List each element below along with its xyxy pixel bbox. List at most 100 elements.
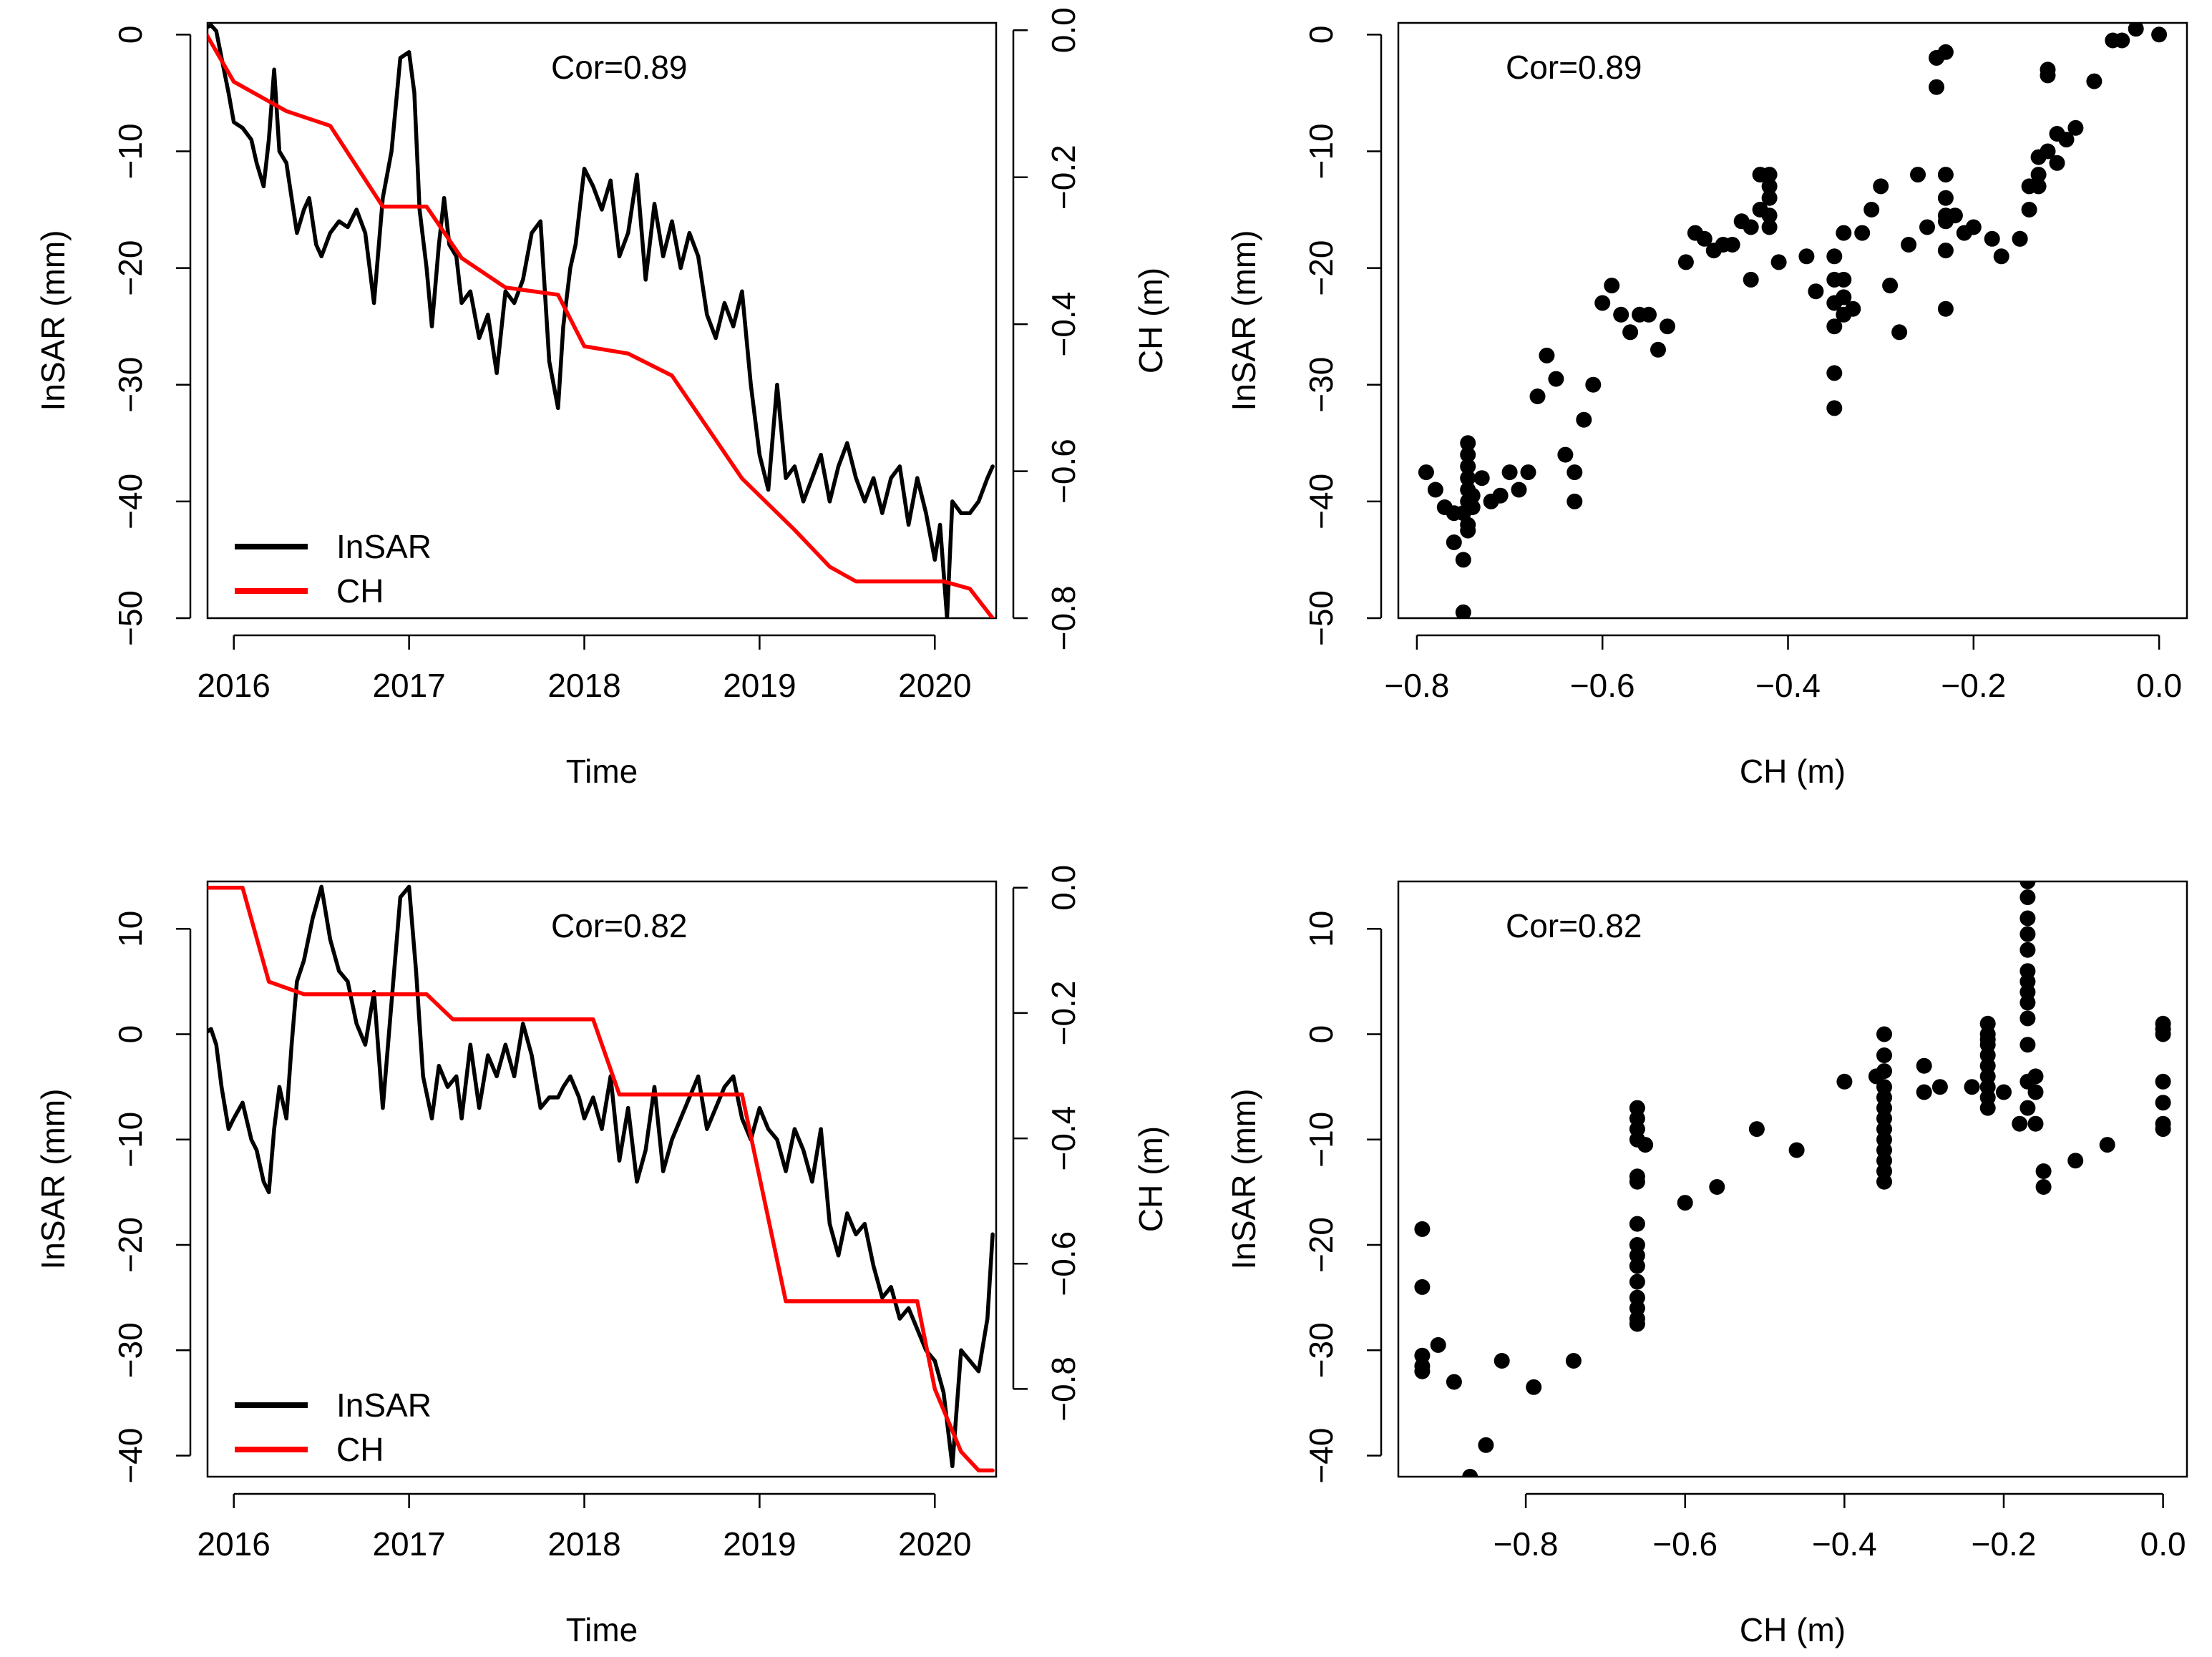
scatter-point	[2027, 1084, 2044, 1100]
y-axis-title: InSAR (mm)	[1225, 1089, 1262, 1270]
scatter-point	[2058, 132, 2075, 148]
y-tick-label: −20	[1302, 1217, 1340, 1273]
scatter-point	[1836, 225, 1852, 241]
y2-tick-label: −0.4	[1045, 292, 1082, 357]
scatter-point	[1650, 341, 1666, 358]
scatter-point	[1529, 388, 1546, 404]
y-tick-label: −40	[1302, 474, 1340, 529]
scatter-point	[1462, 1469, 1478, 1477]
x-axis-title: CH (m)	[1740, 1611, 1846, 1648]
scatter-point	[2155, 1095, 2171, 1111]
scatter-point	[1761, 167, 1778, 183]
y-tick-label: 0	[112, 1025, 149, 1044]
scatter-point	[1743, 219, 1759, 235]
y2-tick-label: −0.6	[1045, 1231, 1082, 1296]
scatter-point	[2027, 1115, 2044, 1132]
scatter-point	[2040, 67, 2056, 84]
scatter-point	[1826, 318, 1843, 335]
scatter-point	[1979, 1100, 1996, 1116]
scatter-point	[1882, 278, 1899, 294]
scatter-point	[1937, 243, 1954, 259]
scatter-point	[1629, 1274, 1645, 1290]
scatter-point	[2067, 119, 2084, 136]
correlation-annotation: Cor=0.82	[551, 907, 688, 944]
scatter-point	[2012, 230, 2028, 247]
scatter-point	[1993, 248, 2009, 265]
correlation-annotation: Cor=0.89	[1506, 49, 1642, 86]
scatter-point	[1629, 1258, 1645, 1274]
scatter-point	[1460, 470, 1476, 487]
scatter-point	[1916, 1057, 1932, 1074]
legend-label-ch: CH	[336, 1431, 384, 1468]
x-tick-label: −0.4	[1812, 1525, 1877, 1563]
scatter-point	[1876, 1047, 1892, 1063]
scatter-point	[1891, 324, 1908, 341]
scatter-point	[1511, 482, 1527, 498]
scatter-point	[1919, 219, 1935, 235]
chart-panel-1: 2016 2017 2018 2019 2020 Time −50 −40 −30 −20 −10 0…	[34, 7, 1169, 790]
plot-area	[1414, 881, 2171, 1477]
scatter-point	[1414, 1221, 1431, 1237]
y-tick-label: −20	[112, 240, 149, 296]
y-tick-label: −30	[1302, 1322, 1340, 1378]
scatter-point	[1937, 190, 1954, 206]
scatter-point	[1455, 552, 1471, 568]
x-tick-label: 2017	[372, 1525, 445, 1563]
y-tick-label: −20	[1302, 240, 1340, 296]
y-tick-label: 10	[112, 911, 149, 947]
plot-frame	[1397, 21, 2188, 620]
scatter-point	[1876, 1063, 1892, 1080]
scatter-point	[1761, 219, 1778, 235]
scatter-point	[1622, 324, 1639, 341]
plot-frame	[206, 880, 998, 1478]
y2-tick-label: −0.2	[1045, 145, 1082, 210]
scatter-point	[1947, 207, 1963, 224]
x-tick-label: 2016	[198, 1525, 271, 1563]
scatter-point	[2067, 1153, 2084, 1169]
scatter-point	[1826, 248, 1843, 265]
scatter-point	[1460, 446, 1476, 463]
y-tick-label: −30	[112, 357, 149, 413]
scatter-point	[1464, 487, 1481, 504]
scatter-point	[2019, 926, 2036, 942]
x-tick-label: 2017	[372, 667, 445, 704]
scatter-point	[1567, 464, 1583, 481]
y-tick-label: −10	[1302, 123, 1340, 179]
scatter-point	[1937, 44, 1954, 60]
scatter-point	[1937, 300, 1954, 317]
scatter-point	[1845, 300, 1861, 317]
scatter-point	[1492, 487, 1509, 504]
scatter-point	[2128, 23, 2144, 37]
scatter-point	[2019, 910, 2036, 927]
scatter-point	[1836, 1073, 1853, 1090]
x-tick-label: 2016	[198, 667, 271, 704]
scatter-point	[1629, 1173, 1645, 1190]
y-tick-label: −40	[112, 1428, 149, 1484]
scatter-point	[1826, 365, 1843, 381]
scatter-point	[1637, 1137, 1654, 1153]
scatter-point	[1964, 1079, 1980, 1095]
y-tick-label: 0	[1302, 26, 1340, 44]
y2-axis-title: CH (m)	[1132, 1126, 1169, 1232]
scatter-point	[1567, 493, 1583, 509]
scatter-point	[1526, 1379, 1542, 1395]
correlation-annotation: Cor=0.82	[1506, 907, 1642, 944]
scatter-point	[1629, 1316, 1645, 1332]
scatter-point	[1996, 1084, 2012, 1100]
scatter-point	[1446, 534, 1462, 550]
plot-frame	[1397, 880, 2188, 1478]
scatter-point	[2040, 143, 2056, 160]
y-tick-label: 0	[112, 26, 149, 44]
scatter-point	[1576, 411, 1592, 428]
scatter-point	[1660, 318, 1675, 335]
scatter-point	[1916, 1084, 1932, 1100]
scatter-point	[2019, 1100, 2036, 1116]
scatter-point	[2114, 32, 2130, 49]
scatter-point	[2019, 994, 2036, 1011]
scatter-point	[1724, 237, 1740, 253]
y-axis-title: InSAR (mm)	[34, 1089, 72, 1270]
y2-axis-title: CH (m)	[1132, 268, 1169, 373]
y-tick-label: −10	[1302, 1112, 1340, 1168]
y-tick-label: −30	[1302, 357, 1340, 413]
